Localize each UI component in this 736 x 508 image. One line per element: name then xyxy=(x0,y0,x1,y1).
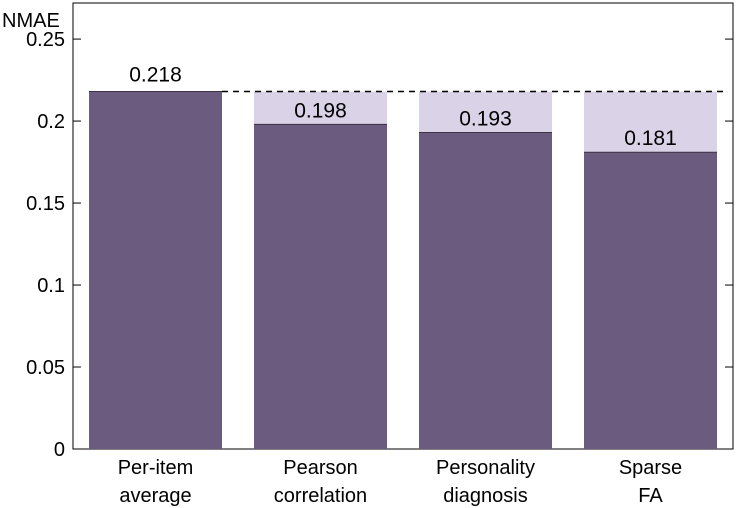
y-tick-label: 0.25 xyxy=(26,29,65,51)
y-tick-label: 0.2 xyxy=(37,111,65,133)
bar xyxy=(584,152,717,449)
value-label: 0.181 xyxy=(624,127,677,150)
bar xyxy=(254,124,387,450)
category-label: FA xyxy=(638,485,663,507)
value-label: 0.193 xyxy=(459,108,512,131)
y-tick-label: 0.1 xyxy=(37,275,65,297)
category-label: average xyxy=(119,485,191,507)
category-label: Personality xyxy=(436,457,535,479)
value-label: 0.198 xyxy=(294,99,347,122)
category-label: Pearson xyxy=(283,457,358,479)
y-tick-label: 0.05 xyxy=(26,357,65,379)
category-label: correlation xyxy=(274,485,367,507)
axes xyxy=(72,2,734,450)
category-label: Per-item xyxy=(118,457,194,479)
plot-frame xyxy=(72,2,734,450)
bar xyxy=(419,132,552,450)
bar-gap xyxy=(254,91,387,125)
category-label: Sparse xyxy=(619,457,682,479)
bars xyxy=(89,90,728,450)
value-label: 0.218 xyxy=(129,64,182,87)
y-tick-label: 0.15 xyxy=(26,193,65,215)
category-label: diagnosis xyxy=(443,485,528,507)
bar xyxy=(89,91,222,449)
y-axis-label: NMAE xyxy=(2,10,60,32)
bar-gap xyxy=(419,91,552,133)
y-tick-label: 0 xyxy=(54,439,65,461)
bar-gap xyxy=(584,91,717,153)
